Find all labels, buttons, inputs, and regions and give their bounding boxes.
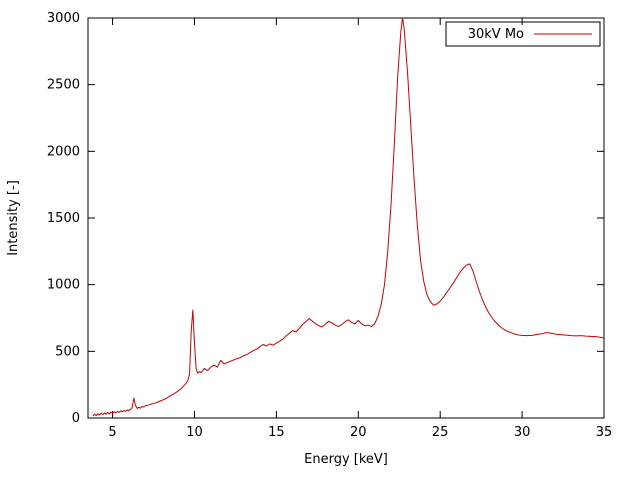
y-tick-label: 0 (72, 411, 80, 426)
x-tick-label: 35 (596, 425, 613, 440)
y-tick-label: 2000 (47, 144, 80, 159)
legend-entry-label: 30kV Mo (468, 27, 524, 42)
axis-ticks: 5 10 15 20 25 30 35 0 500 1000 1500 2000 2500 3000 (47, 11, 612, 440)
y-tick-label: 3000 (47, 11, 80, 26)
x-tick-label: 5 (108, 425, 116, 440)
x-tick-label: 20 (350, 425, 367, 440)
y-tick-label: 1500 (47, 211, 80, 226)
spectrum-line (92, 17, 605, 417)
data-series (92, 17, 605, 417)
x-tick-label: 25 (432, 425, 449, 440)
legend-border (445, 21, 601, 47)
x-axis-label: Energy [keV] (304, 452, 388, 467)
x-tick-label: 10 (186, 425, 203, 440)
legend: 30kV Mo (445, 21, 601, 47)
x-tick-label: 30 (514, 425, 531, 440)
x-tick-label: 15 (268, 425, 285, 440)
plot-border (87, 17, 605, 419)
y-axis-label: Intensity [-] (6, 180, 21, 256)
y-tick-label: 1000 (47, 278, 80, 293)
y-tick-label: 2500 (47, 78, 80, 93)
y-tick-label: 500 (55, 344, 80, 359)
